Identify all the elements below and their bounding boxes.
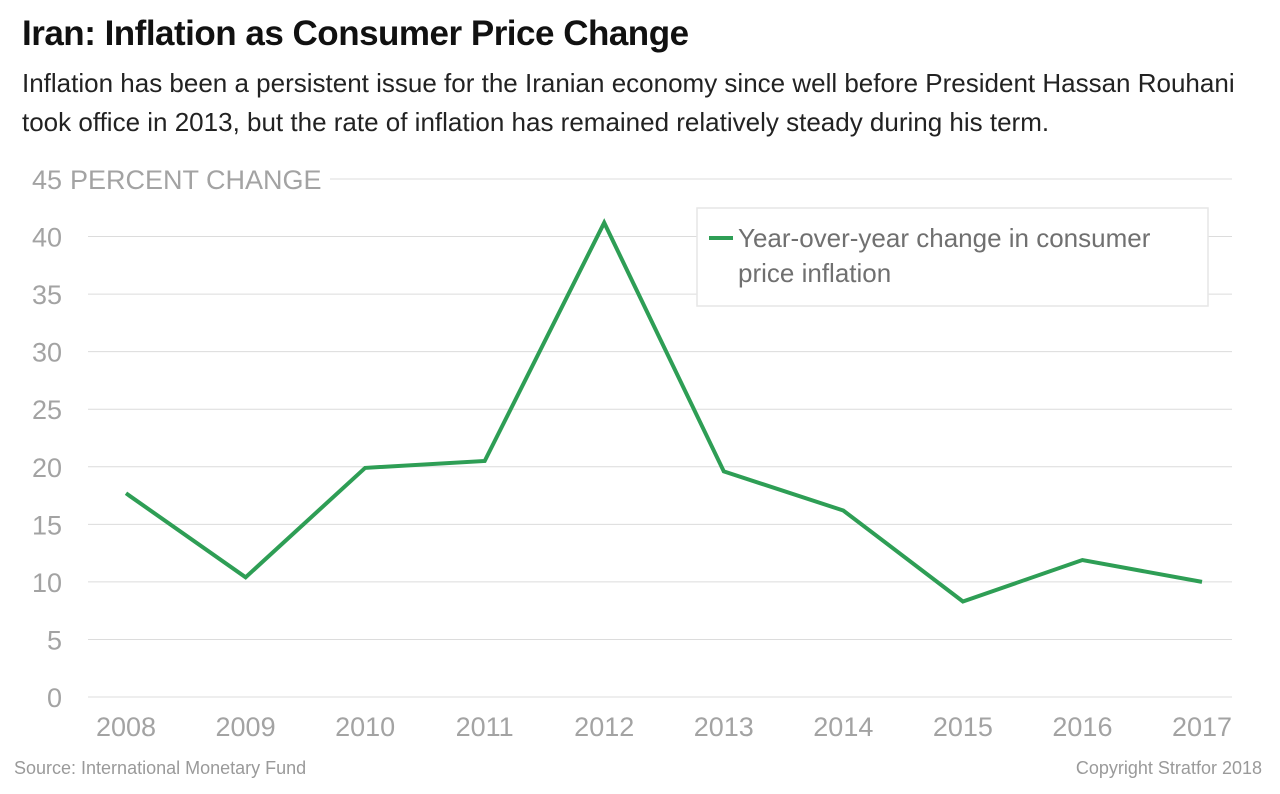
y-axis-unit-label: PERCENT CHANGE — [70, 165, 322, 195]
x-tick-label: 2016 — [1052, 712, 1112, 742]
y-axis-ticks: 0 5 10 15 20 25 30 35 40 45 PERCENT CHANGE — [32, 165, 322, 713]
copyright-note: Copyright Stratfor 2018 — [1075, 758, 1262, 778]
chart-subtitle: Inflation has been a persistent issue fo… — [22, 68, 1235, 137]
legend-label: Year-over-year change in consumer price … — [738, 223, 1158, 288]
x-axis-ticks: 2008 2009 2010 2011 2012 2013 2014 2015 2016 2017 — [96, 712, 1232, 742]
y-tick-label: 30 — [32, 338, 62, 368]
y-tick-label: 45 — [32, 165, 62, 195]
x-tick-label: 2009 — [216, 712, 276, 742]
source-note: Source: International Monetary Fund — [14, 758, 307, 778]
legend: Year-over-year change in consumer price … — [696, 207, 1209, 307]
x-tick-label: 2015 — [933, 712, 993, 742]
gridlines — [88, 178, 1232, 698]
y-tick-label: 25 — [32, 395, 62, 425]
x-tick-label: 2012 — [574, 712, 634, 742]
legend-box — [696, 207, 1209, 307]
series-group — [124, 218, 1203, 604]
y-tick-label: 15 — [32, 510, 62, 540]
y-tick-label: 5 — [47, 625, 62, 655]
y-tick-label: 0 — [47, 683, 62, 713]
y-tick-label: 20 — [32, 453, 62, 483]
x-tick-label: 2010 — [335, 712, 395, 742]
x-tick-label: 2011 — [456, 712, 514, 742]
y-tick-label: 35 — [32, 280, 62, 310]
x-tick-label: 2017 — [1172, 712, 1232, 742]
legend-label-line-2: price inflation — [738, 258, 891, 288]
chart-title: Iran: Inflation as Consumer Price Change — [22, 14, 689, 53]
legend-label-line-1: Year-over-year change in consumer — [738, 223, 1151, 253]
x-tick-label: 2014 — [813, 712, 873, 742]
y-tick-label: 10 — [32, 568, 62, 598]
x-tick-label: 2008 — [96, 712, 156, 742]
x-tick-label: 2013 — [694, 712, 754, 742]
y-tick-label: 40 — [32, 223, 62, 253]
series-line — [124, 218, 1203, 604]
